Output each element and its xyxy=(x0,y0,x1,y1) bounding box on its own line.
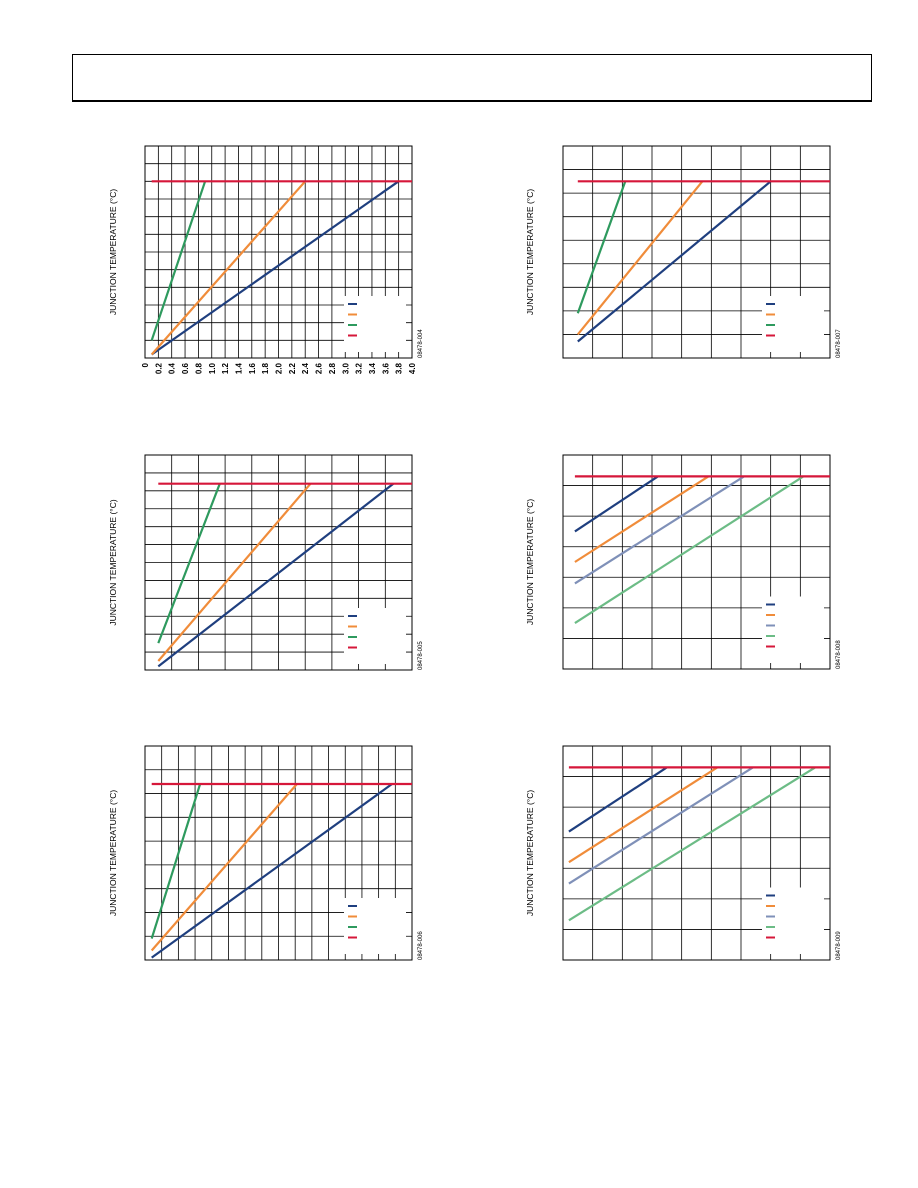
series-line-navy xyxy=(577,180,772,343)
series-line-green xyxy=(157,483,221,644)
series-line-green xyxy=(150,783,202,939)
x-tick-label: 3.2 xyxy=(355,362,364,374)
x-tick-label: 0.6 xyxy=(181,362,190,374)
series-line-orange xyxy=(576,180,704,336)
series-line-navy xyxy=(574,475,659,533)
x-tick-label: 1.4 xyxy=(234,362,243,374)
x-tick-label: 3.4 xyxy=(368,362,377,374)
x-tick-label: 1.2 xyxy=(221,362,230,374)
series-line-lightgreen xyxy=(574,475,804,625)
x-tick-label: 3.6 xyxy=(381,362,390,374)
y-axis-label: JUNCTION TEMPERATURE (°C) xyxy=(525,790,535,917)
legend-box xyxy=(762,596,824,663)
y-axis-label: JUNCTION TEMPERATURE (°C) xyxy=(108,189,118,316)
y-axis-label: JUNCTION TEMPERATURE (°C) xyxy=(525,499,535,626)
plot-frame xyxy=(562,145,831,359)
figure-code: 08478-004 xyxy=(418,329,424,358)
x-tick-label: 0.4 xyxy=(168,362,177,374)
series-line-navy xyxy=(568,766,668,833)
figure-code: 08478-009 xyxy=(836,931,842,960)
series-line-navy xyxy=(157,482,394,668)
x-tick-label: 3.8 xyxy=(395,362,404,374)
series-line-slate xyxy=(574,475,745,585)
figure-code: 08478-007 xyxy=(836,329,842,358)
x-tick-label: 1.0 xyxy=(208,362,217,374)
series-line-orange xyxy=(150,783,298,952)
figure-code: 08478-006 xyxy=(418,931,424,960)
plot-frame xyxy=(562,745,831,961)
series-line-orange xyxy=(568,766,718,864)
series-line-green xyxy=(576,180,627,314)
series-line-slate xyxy=(568,766,754,885)
plot-frame xyxy=(562,454,831,670)
series-line-lightgreen xyxy=(568,766,816,922)
series-line-orange xyxy=(157,482,312,662)
series-line-green xyxy=(150,180,207,341)
figure-code: 08478-008 xyxy=(836,640,842,669)
series-line-orange xyxy=(150,180,307,356)
x-tick-label: 2.8 xyxy=(328,362,337,374)
series-line-navy xyxy=(151,783,393,959)
x-tick-label: 1.6 xyxy=(248,362,257,374)
x-tick-label: 2.0 xyxy=(275,362,284,374)
x-tick-label: 4.0 xyxy=(408,362,417,374)
x-tick-label: 3.0 xyxy=(341,362,350,374)
series-line-orange xyxy=(574,475,709,563)
series-line-navy xyxy=(151,180,400,356)
x-tick-label: 2.2 xyxy=(288,362,297,374)
x-tick-label: 2.4 xyxy=(301,362,310,374)
x-tick-label: 0.8 xyxy=(194,362,203,374)
y-axis-label: JUNCTION TEMPERATURE (°C) xyxy=(525,189,535,316)
x-tick-label: 1.8 xyxy=(261,362,270,374)
legend-box xyxy=(762,887,824,954)
page-header-box xyxy=(72,54,872,102)
x-tick-label: 0.2 xyxy=(154,362,163,374)
x-tick-label: 0 xyxy=(141,362,150,367)
y-axis-label: JUNCTION TEMPERATURE (°C) xyxy=(108,499,118,626)
figure-code: 08478-005 xyxy=(418,641,424,670)
y-axis-label: JUNCTION TEMPERATURE (°C) xyxy=(108,790,118,917)
x-tick-label: 2.6 xyxy=(315,362,324,374)
